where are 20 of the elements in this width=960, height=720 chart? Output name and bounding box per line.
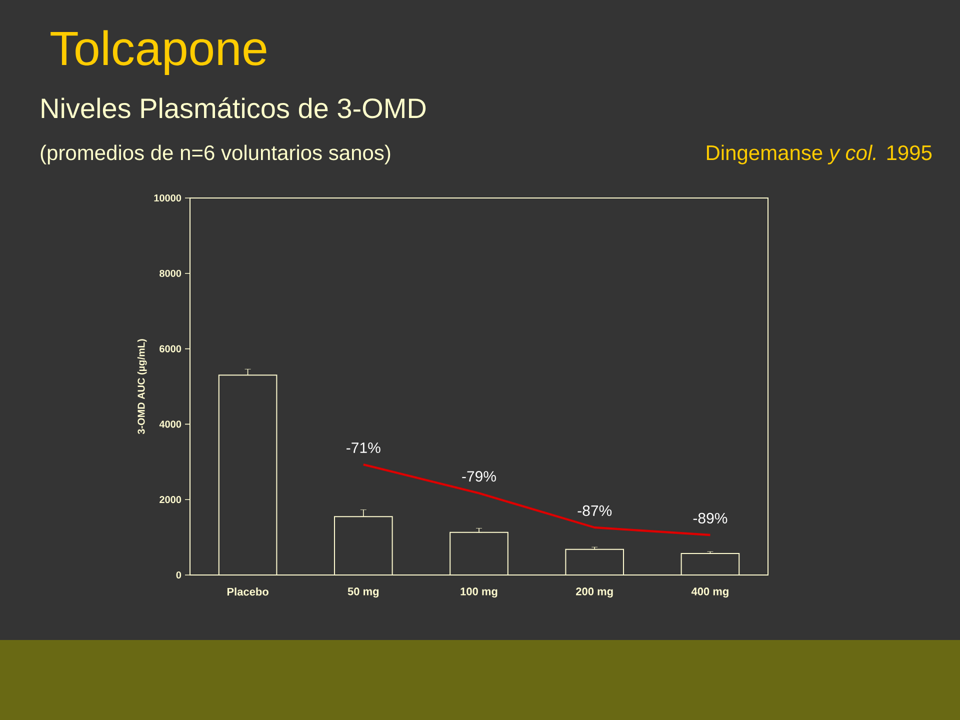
text: Dingemanse y col. 1995 [706,144,932,164]
y-axis-title: 3-OMD AUC (µg/mL) [137,339,147,434]
text: (promedios de n=6 voluntarios sanos) [40,144,390,164]
chart-title: Tolcapone [50,30,266,75]
annotation: -79% [462,471,496,482]
y-tick-label: 6000 [160,345,182,352]
annotation: -89% [693,512,728,524]
y-tick-label: 0 [176,571,182,579]
y-tick-label: 2000 [160,496,182,504]
annotation: -87% [578,505,612,516]
x-tick-label: 50 mg [348,588,379,598]
chart-subtitle: Niveles Plasmáticos de 3-OMD [42,97,426,118]
x-tick-label: 200 mg [576,588,613,598]
x-tick-label: Placebo [227,588,268,596]
annotation: -71% [346,442,380,454]
y-tick-label: 8000 [160,270,182,277]
x-tick-label: 400 mg [691,588,728,598]
y-tick-label: 10000 [154,194,182,202]
x-tick-label: 100 mg [460,588,498,598]
y-tick-label: 4000 [159,420,182,428]
